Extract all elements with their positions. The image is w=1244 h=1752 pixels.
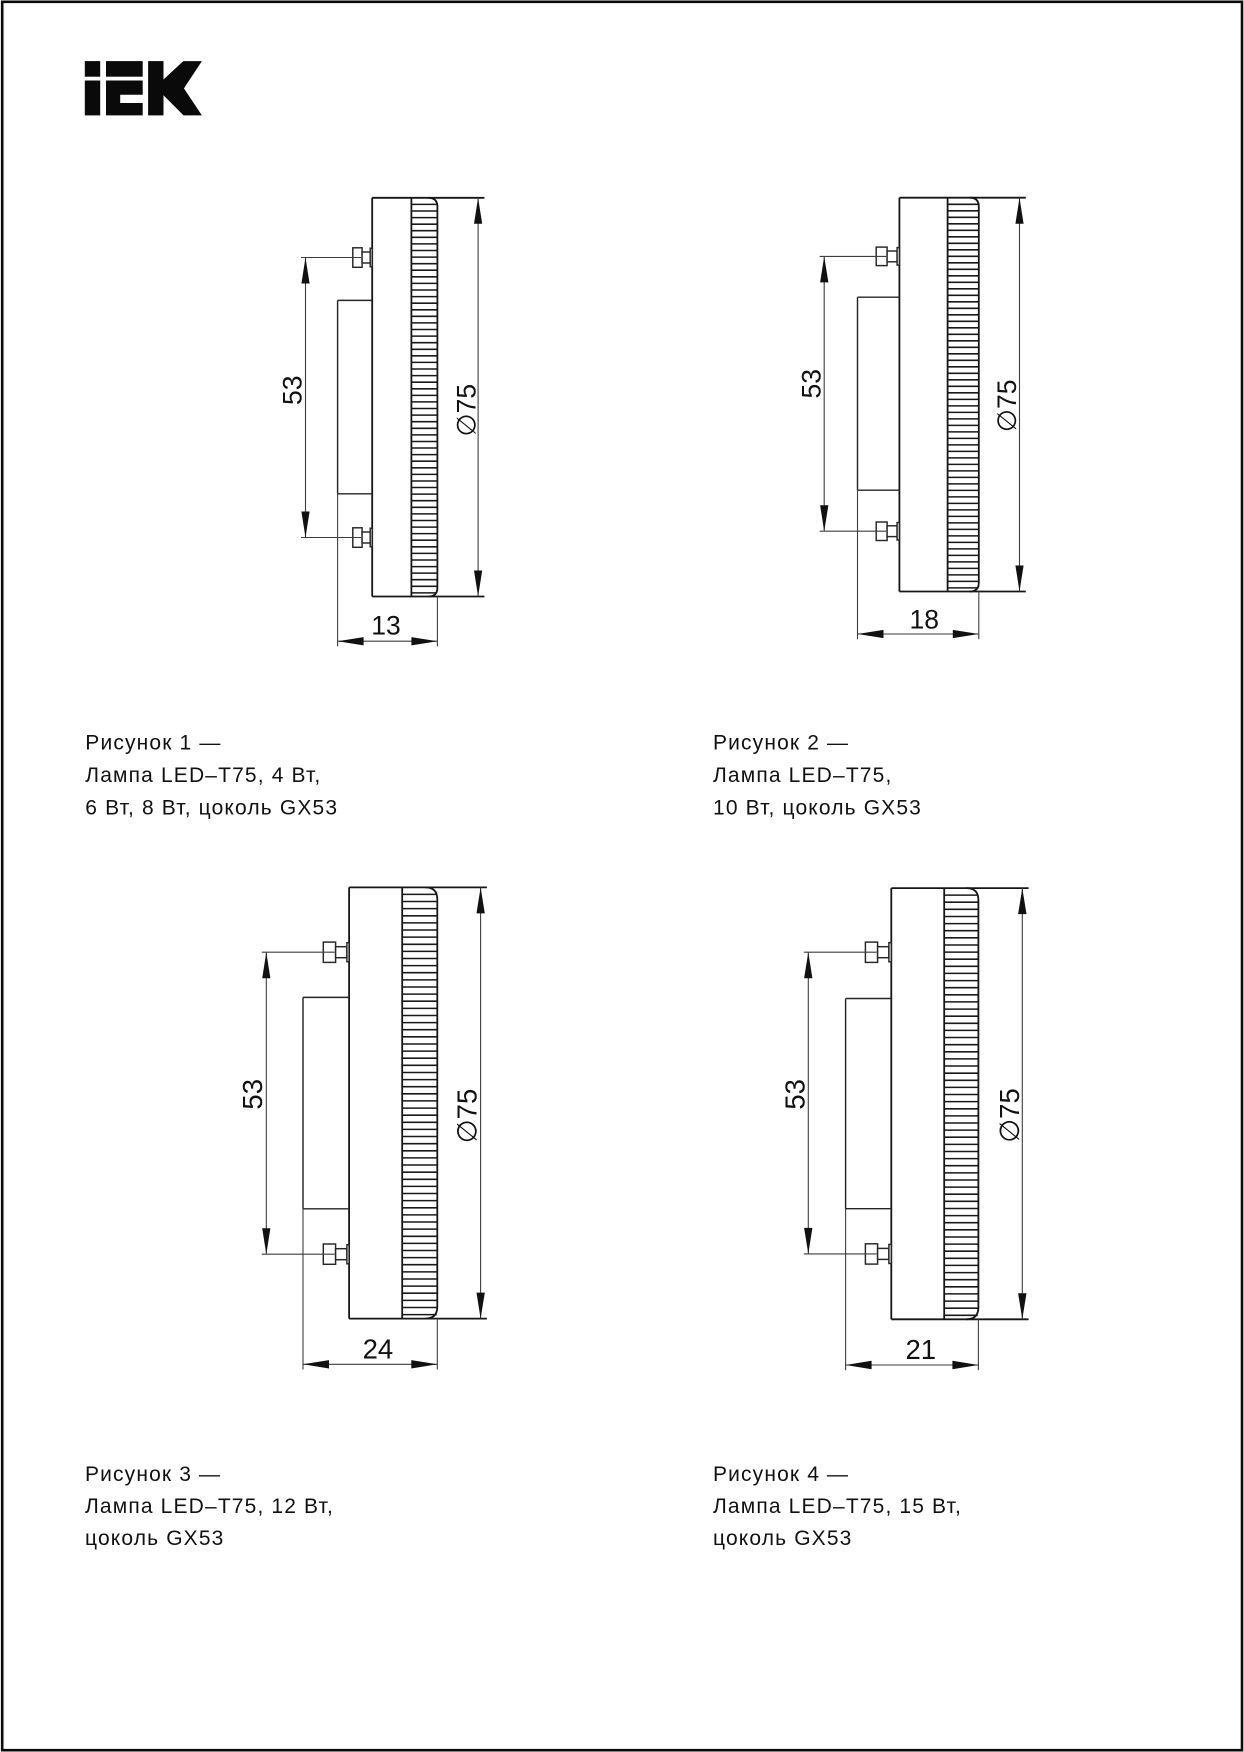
- svg-text:24: 24: [363, 1334, 394, 1365]
- svg-text:13: 13: [371, 611, 400, 641]
- svg-text:53: 53: [797, 369, 827, 398]
- svg-text:Рисунок 1 —: Рисунок 1 —: [85, 731, 221, 754]
- svg-text:Лампа LED–T75,: Лампа LED–T75,: [713, 764, 892, 787]
- svg-text:53: 53: [780, 1079, 811, 1110]
- svg-text:6 Вт, 8 Вт, цоколь GX53: 6 Вт, 8 Вт, цоколь GX53: [85, 796, 338, 819]
- svg-text:Рисунок 2 —: Рисунок 2 —: [713, 731, 849, 754]
- svg-text:∅75: ∅75: [451, 1089, 482, 1144]
- svg-text:Рисунок 4 —: Рисунок 4 —: [713, 1463, 849, 1486]
- svg-text:53: 53: [278, 375, 308, 404]
- svg-text:21: 21: [906, 1334, 937, 1365]
- svg-text:Лампа LED–T75, 12 Вт,: Лампа LED–T75, 12 Вт,: [85, 1495, 334, 1518]
- svg-text:Лампа LED–T75, 4 Вт,: Лампа LED–T75, 4 Вт,: [85, 764, 321, 787]
- svg-text:Лампа LED–T75, 15 Вт,: Лампа LED–T75, 15 Вт,: [713, 1495, 962, 1518]
- svg-text:18: 18: [909, 605, 938, 635]
- svg-text:цоколь GX53: цоколь GX53: [85, 1527, 225, 1550]
- svg-text:цоколь GX53: цоколь GX53: [713, 1527, 853, 1550]
- svg-text:53: 53: [237, 1079, 268, 1110]
- svg-text:∅75: ∅75: [994, 1088, 1025, 1143]
- svg-text:∅75: ∅75: [992, 380, 1022, 433]
- svg-text:10 Вт, цоколь GX53: 10 Вт, цоколь GX53: [713, 796, 922, 819]
- svg-text:∅75: ∅75: [452, 384, 482, 437]
- svg-text:Рисунок 3 —: Рисунок 3 —: [85, 1463, 221, 1486]
